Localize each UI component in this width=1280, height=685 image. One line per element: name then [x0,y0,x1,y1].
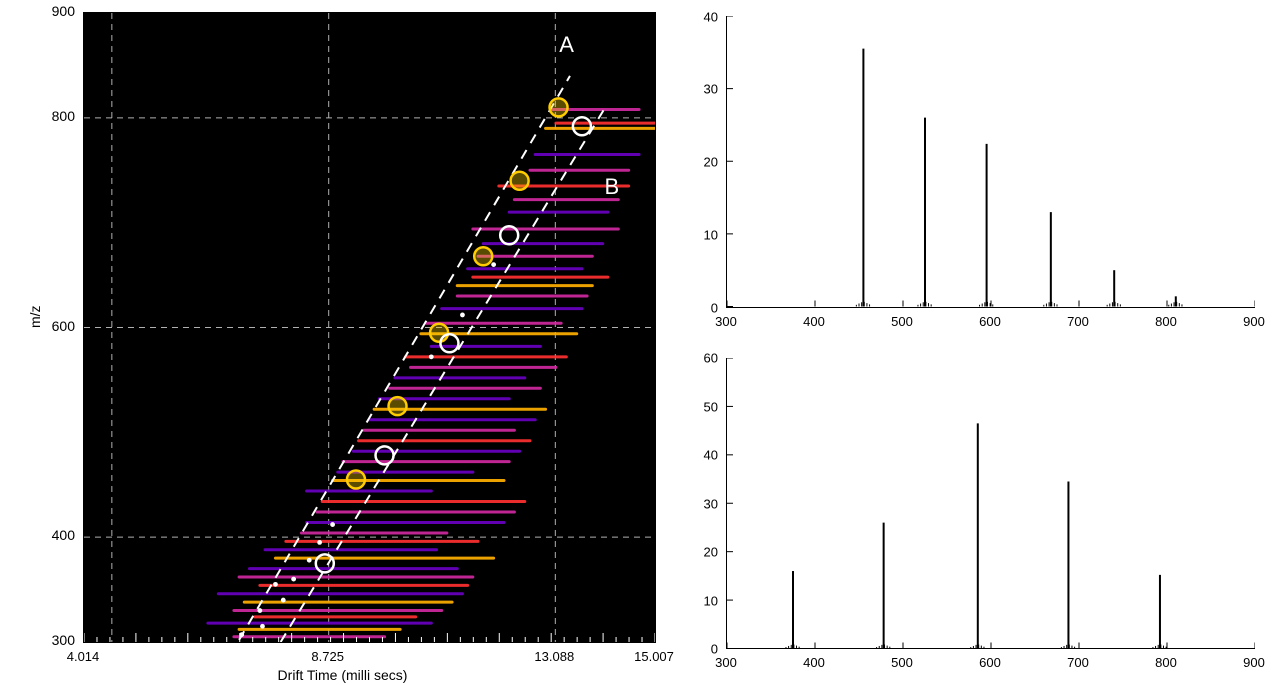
spectrum-y-tick: 50 [680,399,718,414]
spectrum-y-tick: 10 [680,227,718,242]
spectrum-x-tick: 300 [715,314,737,329]
spectrum-y-tick: 40 [680,9,718,24]
spectrum-x-tick: 500 [891,314,913,329]
spectrum-x-tick: 800 [1155,655,1177,670]
spectrum-x-tick: 600 [979,655,1001,670]
spectrum-top-x-ticks: 300400500600700800900 [726,314,1255,334]
spectrum-y-tick: 60 [680,351,718,366]
spectrum-x-tick: 900 [1243,655,1265,670]
spectrum-x-tick: 300 [715,655,737,670]
spectrum-x-tick: 600 [979,314,1001,329]
heatmap-plot-area: AB [83,12,656,643]
spectrum-top-svg [727,16,1255,307]
spectrum-top-panel: 0 10 20 30 40 300 400 500 600 700 800 900 [680,10,1265,334]
heatmap-overlay-svg [84,13,655,642]
heatmap-x-ticks: 4.0148.72513.08815.007 [25,649,660,665]
annotation-label: A [559,32,574,58]
spectrum-y-tick: 20 [680,545,718,560]
spectrum-x-tick: 700 [1067,314,1089,329]
spectrum-top-axes [726,16,1255,308]
spectra-column: 0 10 20 30 40 300 400 500 600 700 800 900 0 10 20 30 4… [680,10,1265,675]
spectrum-bottom-y-ticks: 0102030405060 [680,358,724,650]
spectrum-x-tick: 800 [1155,314,1177,329]
heatmap-y-tick: 800 [41,108,75,124]
spectrum-y-tick: 10 [680,593,718,608]
heatmap-x-tick: 4.014 [67,649,100,664]
annotation-label: B [604,174,619,200]
heatmap-y-tick: 900 [41,3,75,19]
spectrum-y-tick: 30 [680,496,718,511]
spectrum-x-tick: 400 [803,314,825,329]
heatmap-y-tick: 400 [41,527,75,543]
spectrum-x-tick: 700 [1067,655,1089,670]
spectrum-bottom-axes [726,358,1255,650]
heatmap-y-ticks: 300400600800900 [41,8,79,683]
spectrum-bottom-svg [727,358,1255,649]
spectrum-x-tick: 900 [1243,314,1265,329]
spectrum-bottom-panel: 0 10 20 30 40 50 60 300 400 500 600 700 800 900 [680,352,1265,676]
heatmap-x-tick: 8.725 [311,649,344,664]
spectrum-bottom-x-ticks: 300400500600700800900 [726,655,1255,675]
spectrum-top-y-ticks: 010203040 [680,16,724,308]
spectrum-y-tick: 0 [680,300,718,315]
heatmap-x-tick: 15.007 [634,649,674,664]
heatmap-x-tick: 13.088 [534,649,574,664]
spectrum-y-tick: 0 [680,642,718,657]
heatmap-panel: m/z 300400600800900 AB 4.0148.72513.0881… [25,8,660,683]
heatmap-y-tick: 300 [41,632,75,648]
spectrum-x-tick: 400 [803,655,825,670]
figure-page: m/z 300400600800900 AB 4.0148.72513.0881… [0,0,1280,685]
spectrum-y-tick: 20 [680,155,718,170]
heatmap-x-label: Drift Time (milli secs) [278,667,408,683]
spectrum-x-tick: 500 [891,655,913,670]
spectrum-y-tick: 40 [680,448,718,463]
spectrum-y-tick: 30 [680,82,718,97]
heatmap-y-tick: 600 [41,318,75,334]
